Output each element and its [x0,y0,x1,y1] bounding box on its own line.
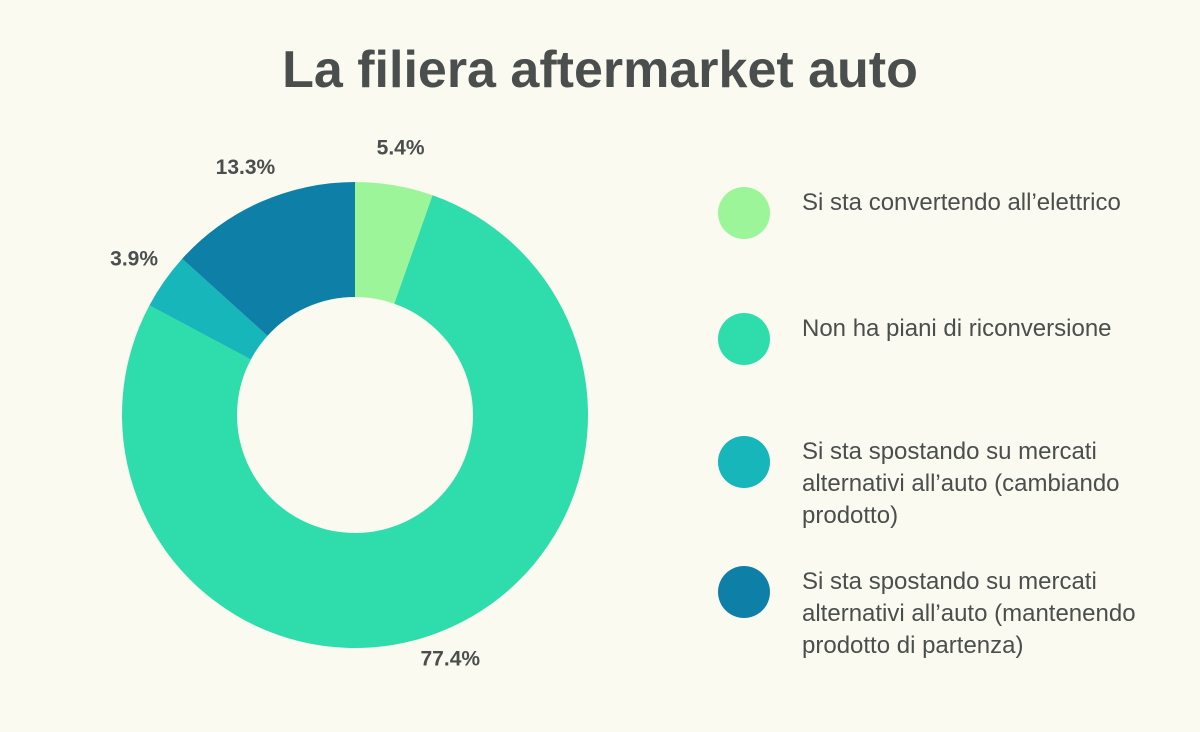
slice-cambiando-prodotto [149,258,268,360]
legend-swatch-mantenendo-prodotto [718,566,770,618]
legend-label-mantenendo-prodotto: Si sta spostando su mercati alternativi … [802,568,1136,659]
chart-title: La filiera aftermarket auto [282,41,918,99]
legend-swatch-elettrico [718,187,770,239]
legend-swatch-nessun-piano [718,313,770,365]
donut-chart: 5.4% 77.4% 3.9% 13.3% [110,136,588,671]
legend-swatch-cambiando-prodotto [718,436,770,488]
slice-label-elettrico: 5.4% [377,136,425,159]
legend-item-nessun-piano: Non ha piani di riconversione [718,313,1198,365]
legend-item-elettrico: Si sta convertendo all’elettrico [718,187,1198,239]
legend-label-cambiando-prodotto: Si sta spostando su mercati alternativi … [802,438,1120,529]
slice-mantenendo-prodotto [182,182,355,336]
slice-label-mantenendo-prodotto: 13.3% [216,156,276,179]
legend-label-nessun-piano: Non ha piani di riconversione [802,315,1112,342]
slice-nessun-piano [121,195,588,648]
slice-label-nessun-piano: 77.4% [421,648,481,671]
legend-item-cambiando-prodotto: Si sta spostando su mercati alternativi … [718,436,1198,532]
slice-label-cambiando-prodotto: 3.9% [110,247,158,270]
slice-elettrico [355,182,433,304]
legend-label-elettrico: Si sta convertendo all’elettrico [802,189,1121,216]
legend-item-mantenendo-prodotto: Si sta spostando su mercati alternativi … [718,566,1198,662]
